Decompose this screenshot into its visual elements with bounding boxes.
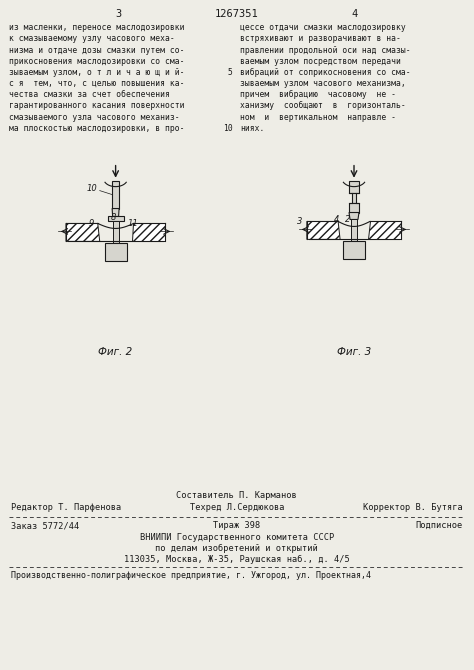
Text: чества смазки за счет обеспечения: чества смазки за счет обеспечения — [9, 90, 170, 99]
Polygon shape — [105, 243, 127, 261]
Text: ВНИИПИ Государственного комитета СССР: ВНИИПИ Государственного комитета СССР — [140, 533, 334, 542]
Text: цессе отдачи смазки маслодозировку: цессе отдачи смазки маслодозировку — [240, 23, 406, 32]
Text: Корректор В. Бутяга: Корректор В. Бутяга — [363, 503, 462, 513]
Polygon shape — [349, 202, 359, 212]
Text: гарантированного касания поверхности: гарантированного касания поверхности — [9, 101, 185, 111]
Text: Тираж 398: Тираж 398 — [213, 521, 260, 530]
Polygon shape — [343, 241, 365, 259]
Text: Подписное: Подписное — [415, 521, 462, 530]
Text: 113035, Москва, Ж-35, Раушская наб., д. 4/5: 113035, Москва, Ж-35, Раушская наб., д. … — [124, 555, 350, 564]
Text: низма и отдаче дозы смазки путем со-: низма и отдаче дозы смазки путем со- — [9, 46, 185, 54]
Text: вибраций от соприкосновения со сма-: вибраций от соприкосновения со сма- — [240, 68, 410, 77]
Text: 2: 2 — [346, 214, 351, 224]
Polygon shape — [368, 222, 401, 239]
Polygon shape — [112, 181, 119, 208]
Text: зываемым узлом, о т л и ч а ю щ и й-: зываемым узлом, о т л и ч а ю щ и й- — [9, 68, 185, 77]
Text: 3: 3 — [296, 217, 302, 226]
Polygon shape — [108, 216, 124, 222]
Text: ваемым узлом посредством передачи: ваемым узлом посредством передачи — [240, 57, 401, 66]
Text: правлении продольной оси над смазы-: правлении продольной оси над смазы- — [240, 46, 410, 54]
Text: 10: 10 — [223, 124, 233, 133]
Text: 8: 8 — [111, 212, 116, 222]
Text: 4: 4 — [352, 9, 358, 19]
Text: 11: 11 — [128, 220, 138, 228]
Text: 1267351: 1267351 — [215, 9, 259, 19]
Text: смазываемого узла часового механиз-: смазываемого узла часового механиз- — [9, 113, 180, 121]
Text: 4: 4 — [333, 214, 339, 224]
Text: 5: 5 — [228, 68, 233, 77]
Text: по делам изобретений и открытий: по делам изобретений и открытий — [155, 544, 318, 553]
Text: Редактор Т. Парфенова: Редактор Т. Парфенова — [11, 503, 121, 513]
Text: Составитель П. Карманов: Составитель П. Карманов — [176, 491, 297, 500]
Polygon shape — [112, 208, 119, 216]
Text: к смазываемому узлу часового меха-: к смазываемому узлу часового меха- — [9, 34, 175, 44]
Text: 3: 3 — [116, 9, 122, 19]
Text: 10: 10 — [87, 184, 98, 193]
Text: из масленки, переносе маслодозировки: из масленки, переносе маслодозировки — [9, 23, 185, 32]
Polygon shape — [66, 224, 100, 241]
Text: зываемым узлом часового механизма,: зываемым узлом часового механизма, — [240, 79, 406, 88]
Text: Техред Л.Сердюкова: Техред Л.Сердюкова — [190, 503, 284, 513]
Text: Фиг. 3: Фиг. 3 — [337, 347, 371, 357]
Text: Заказ 5772/44: Заказ 5772/44 — [11, 521, 80, 530]
Text: ханизму  сообщают  в  горизонталь-: ханизму сообщают в горизонталь- — [240, 101, 406, 111]
Text: причем  вибрацию  часовому  не -: причем вибрацию часовому не - — [240, 90, 396, 99]
Text: Производственно-полиграфическое предприятие, г. Ужгород, ул. Проектная,4: Производственно-полиграфическое предприя… — [11, 571, 371, 580]
Polygon shape — [352, 192, 356, 202]
Text: ниях.: ниях. — [240, 124, 264, 133]
Text: с я  тем, что, с целью повышения ка-: с я тем, что, с целью повышения ка- — [9, 79, 185, 88]
Text: прикосновения маслодозировки со сма-: прикосновения маслодозировки со сма- — [9, 57, 185, 66]
Polygon shape — [131, 224, 165, 241]
Text: Фиг. 2: Фиг. 2 — [99, 347, 133, 357]
Polygon shape — [351, 220, 357, 241]
Text: 9: 9 — [88, 220, 94, 228]
Polygon shape — [349, 212, 359, 220]
Polygon shape — [307, 222, 340, 239]
Polygon shape — [349, 181, 359, 192]
Text: ма плоскостью маслодозировки, в про-: ма плоскостью маслодозировки, в про- — [9, 124, 185, 133]
Text: встряхивают и разворачивают в на-: встряхивают и разворачивают в на- — [240, 34, 401, 44]
Polygon shape — [113, 222, 118, 243]
Text: ном  и  вертикальном  направле -: ном и вертикальном направле - — [240, 113, 396, 121]
